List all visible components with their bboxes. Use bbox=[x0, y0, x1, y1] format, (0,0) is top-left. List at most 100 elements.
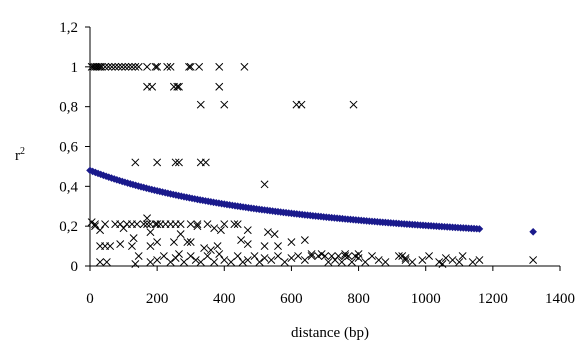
y-tick-label: 0 bbox=[71, 259, 79, 275]
data-point-x bbox=[418, 256, 427, 264]
data-point-x bbox=[408, 258, 417, 266]
data-point-x bbox=[101, 62, 110, 71]
data-point-x bbox=[133, 220, 141, 229]
data-point-x bbox=[227, 258, 235, 266]
data-point-x bbox=[341, 250, 350, 259]
data-point-x bbox=[438, 260, 447, 268]
y-tick-label: 0,8 bbox=[59, 100, 78, 116]
data-point-x bbox=[121, 62, 130, 71]
data-point-x bbox=[220, 256, 229, 264]
data-point-x bbox=[131, 260, 140, 268]
data-point-x bbox=[143, 214, 152, 223]
data-point-x bbox=[448, 256, 457, 264]
data-point-x bbox=[213, 242, 222, 251]
data-point-x bbox=[191, 256, 200, 264]
data-point-x bbox=[280, 258, 289, 266]
data-point-x bbox=[176, 230, 185, 239]
data-point-x bbox=[216, 226, 225, 235]
data-point-x bbox=[119, 224, 128, 233]
data-point-x bbox=[97, 62, 106, 71]
x-tick-label: 1000 bbox=[411, 291, 441, 307]
data-point-x bbox=[134, 252, 143, 260]
data-point-x bbox=[230, 220, 239, 229]
data-point-x bbox=[200, 244, 209, 253]
data-point-x bbox=[107, 62, 116, 71]
data-point-x bbox=[324, 258, 333, 266]
x-tick-label: 600 bbox=[280, 291, 303, 307]
data-point-x bbox=[300, 236, 309, 245]
data-point-x bbox=[128, 242, 136, 251]
data-point-x bbox=[337, 258, 346, 266]
x-tick-label: 1400 bbox=[545, 291, 575, 307]
data-point-x bbox=[175, 82, 183, 91]
data-point-x bbox=[267, 256, 276, 264]
data-point-x bbox=[186, 62, 195, 71]
data-point-x bbox=[307, 252, 316, 260]
y-tick-label: 1,2 bbox=[59, 20, 78, 36]
data-point-x bbox=[101, 220, 110, 229]
data-point-x bbox=[166, 258, 175, 266]
data-point-x bbox=[475, 256, 484, 264]
data-point-x bbox=[347, 258, 356, 266]
data-point-x bbox=[361, 258, 370, 266]
data-point-x bbox=[300, 256, 309, 264]
data-point-x bbox=[175, 158, 183, 167]
y-axis-ticks: 0 0,2 0,4 0,6 0,8 1 1,2 bbox=[59, 20, 90, 275]
axes bbox=[89, 27, 560, 267]
data-point-x bbox=[294, 252, 303, 260]
data-point-x bbox=[215, 82, 224, 91]
x-tick-label: 400 bbox=[213, 291, 236, 307]
x-tick-label: 1200 bbox=[478, 291, 508, 307]
data-point-x bbox=[159, 252, 168, 260]
data-point-x bbox=[260, 180, 269, 189]
data-point-x bbox=[186, 238, 195, 247]
data-point-x bbox=[94, 62, 103, 71]
y-axis-label-superscript: 2 bbox=[20, 146, 25, 157]
data-point-x bbox=[349, 100, 358, 109]
data-point-x bbox=[96, 226, 105, 235]
data-point-x bbox=[111, 62, 120, 71]
data-point-x bbox=[91, 220, 99, 229]
series-x-markers bbox=[87, 62, 538, 268]
x-axis-label: distance (bp) bbox=[291, 325, 369, 341]
data-point-x bbox=[529, 256, 538, 264]
data-point-x bbox=[240, 62, 249, 71]
data-point-x bbox=[116, 240, 125, 249]
data-point-x bbox=[153, 62, 162, 71]
data-point-x bbox=[193, 220, 202, 229]
data-point-x bbox=[287, 254, 296, 262]
data-point-x bbox=[171, 158, 180, 167]
data-point-x bbox=[196, 100, 205, 109]
data-point-x bbox=[215, 62, 224, 71]
data-point-x bbox=[334, 252, 343, 260]
series-diamond-markers bbox=[86, 166, 537, 236]
data-point-x bbox=[91, 222, 99, 231]
data-point-x bbox=[441, 254, 450, 262]
data-point-x bbox=[146, 228, 155, 237]
data-point-x bbox=[186, 252, 195, 260]
data-point-x bbox=[307, 250, 316, 259]
data-point-x bbox=[104, 62, 113, 71]
data-point-x bbox=[129, 234, 138, 243]
data-point-x bbox=[458, 252, 467, 260]
data-point-diamond bbox=[475, 225, 484, 233]
data-point-x bbox=[243, 240, 252, 249]
data-point-x bbox=[270, 230, 279, 239]
data-point-x bbox=[201, 158, 210, 167]
data-point-x bbox=[186, 220, 195, 229]
data-point-x bbox=[195, 62, 204, 71]
data-point-x bbox=[238, 258, 247, 266]
data-point-x bbox=[148, 82, 157, 91]
data-point-x bbox=[354, 254, 363, 262]
data-point-x bbox=[169, 238, 178, 247]
data-point-x bbox=[250, 252, 259, 260]
data-point-x bbox=[455, 258, 464, 266]
data-point-x bbox=[220, 220, 229, 229]
data-point-x bbox=[143, 62, 152, 71]
y-axis-label-main: r bbox=[15, 148, 20, 164]
data-point-x bbox=[153, 238, 162, 247]
y-tick-label: 0,2 bbox=[59, 219, 78, 235]
data-point-x bbox=[243, 226, 252, 235]
data-point-x bbox=[153, 158, 162, 167]
